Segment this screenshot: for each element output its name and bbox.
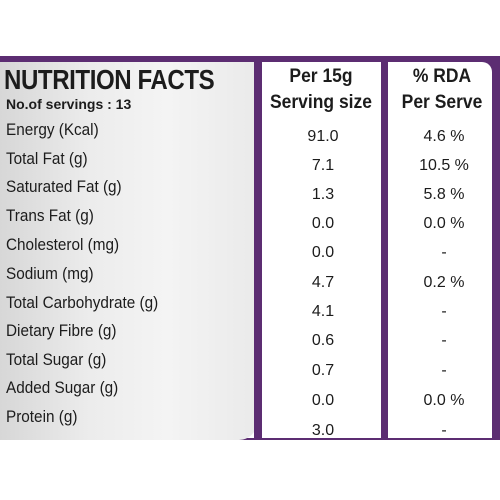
rda-value: - bbox=[441, 362, 447, 379]
nutrient-label: Added Sugar (g) bbox=[6, 378, 119, 397]
servings-count: No.of servings : 13 bbox=[6, 96, 132, 112]
rda-value: - bbox=[441, 332, 447, 349]
nutrient-label: Protein (g) bbox=[6, 407, 78, 426]
nutrient-label: Sodium (mg) bbox=[6, 264, 94, 283]
rda-header-line: % RDA bbox=[412, 66, 472, 87]
nutrient-label: Dietary Fibre (g) bbox=[6, 321, 117, 340]
column-divider bbox=[381, 56, 388, 440]
per-serving-value: 4.7 bbox=[311, 274, 335, 291]
rda-value: 0.0 % bbox=[423, 215, 465, 232]
per-serving-header-line: Per 15g bbox=[289, 66, 353, 87]
per-serving-value: 0.0 bbox=[311, 392, 335, 409]
page-title: NUTRITION FACTS bbox=[4, 64, 215, 95]
rda-value: - bbox=[441, 422, 447, 439]
nutrient-label: Cholesterol (mg) bbox=[6, 235, 120, 254]
nutrient-label: Energy (Kcal) bbox=[6, 120, 99, 139]
per-serving-column-header: Per 15g Serving size bbox=[267, 64, 376, 116]
nutrient-label: Saturated Fat (g) bbox=[6, 177, 122, 196]
per-serving-value: 4.1 bbox=[311, 303, 335, 320]
rda-value: - bbox=[441, 244, 447, 261]
nutrient-label: Total Sugar (g) bbox=[6, 350, 107, 369]
nutrient-label: Total Carbohydrate (g) bbox=[6, 293, 159, 312]
per-serving-value: 0.0 bbox=[311, 215, 335, 232]
rda-value: - bbox=[441, 303, 447, 320]
per-serving-value: 7.1 bbox=[311, 157, 335, 174]
column-divider bbox=[254, 56, 262, 440]
rda-value: 4.6 % bbox=[423, 128, 465, 145]
per-serving-value: 3.0 bbox=[311, 422, 335, 439]
rda-header-line: Per Serve bbox=[401, 92, 483, 113]
rda-value: 5.8 % bbox=[423, 186, 465, 203]
per-serving-value: 0.0 bbox=[311, 244, 335, 261]
per-serving-value: 0.6 bbox=[311, 332, 335, 349]
per-serving-value: 91.0 bbox=[307, 128, 339, 145]
rda-value: 0.0 % bbox=[423, 392, 465, 409]
per-serving-value: 1.3 bbox=[311, 186, 335, 203]
rda-value: 0.2 % bbox=[423, 274, 465, 291]
rda-column-header: % RDA Per Serve bbox=[394, 64, 490, 116]
nutrient-name-column bbox=[0, 62, 257, 440]
nutrient-label: Total Fat (g) bbox=[6, 149, 88, 168]
nutrient-label: Trans Fat (g) bbox=[6, 206, 94, 225]
rda-value: 10.5 % bbox=[419, 157, 469, 174]
per-serving-header-line: Serving size bbox=[269, 92, 373, 113]
per-serving-value: 0.7 bbox=[311, 362, 335, 379]
